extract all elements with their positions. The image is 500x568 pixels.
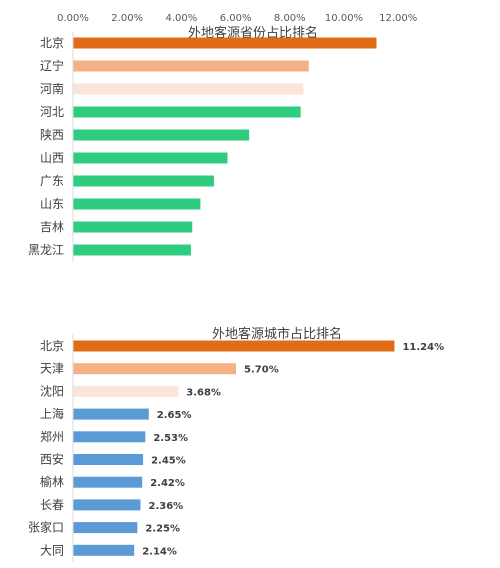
category-label: 辽宁: [40, 58, 64, 73]
data-label: 2.36%: [148, 501, 183, 512]
data-label: 2.45%: [151, 456, 186, 467]
bar: [73, 37, 377, 49]
x-tick-label: 2.00%: [111, 13, 143, 24]
category-label: 上海: [40, 406, 64, 421]
x-tick-label: 8.00%: [274, 13, 306, 24]
bar: [73, 408, 149, 420]
data-label: 2.65%: [157, 410, 192, 421]
x-tick-label: 4.00%: [166, 13, 198, 24]
city-bar-plot: 北京 11.24% 天津 5.70% 沈阳 3.68% 上海 2.65% 郑州 2.53% 西安 2.…: [28, 334, 444, 562]
category-label: 陕西: [40, 127, 64, 142]
category-label: 郑州: [40, 429, 64, 444]
bar: [73, 522, 138, 534]
category-label: 北京: [40, 36, 64, 50]
data-label: 2.42%: [150, 478, 185, 489]
city-chart-title: 外地客源城市占比排名: [212, 327, 343, 342]
category-label: 西安: [40, 452, 64, 467]
category-label: 大同: [40, 543, 64, 557]
bar: [73, 221, 193, 233]
x-tick-label: 12.00%: [379, 13, 417, 24]
bar: [73, 454, 144, 465]
category-label: 吉林: [40, 220, 64, 234]
category-label: 沈阳: [40, 383, 64, 398]
bar: [73, 83, 304, 95]
bar: [73, 152, 228, 164]
data-label: 5.70%: [244, 365, 279, 376]
bar: [73, 385, 179, 397]
category-label: 广东: [40, 174, 64, 188]
province-chart-title: 外地客源省份占比排名: [188, 26, 319, 41]
bar: [73, 340, 395, 352]
category-label: 长春: [40, 498, 64, 512]
bar: [73, 60, 309, 72]
category-label: 天津: [40, 362, 64, 376]
data-label: 2.14%: [142, 546, 177, 557]
city-ranking-chart: 外地客源城市占比排名 北京 11.24% 天津 5.70% 沈阳 3.68% 上海 2.65%…: [0, 315, 500, 568]
x-tick-label: 10.00%: [325, 13, 363, 24]
province-bar-plot: 0.00% 2.00% 4.00% 6.00% 8.00% 10.00% 12.00% 北京辽…: [28, 13, 417, 262]
bar: [73, 198, 201, 210]
data-label: 2.25%: [145, 524, 180, 535]
category-label: 河北: [40, 105, 64, 119]
category-label: 北京: [40, 339, 64, 353]
category-label: 山西: [40, 151, 64, 165]
bar: [73, 499, 141, 511]
data-label: 11.24%: [402, 342, 444, 353]
bar: [73, 244, 191, 256]
x-tick-label: 6.00%: [220, 13, 252, 24]
x-tick-label: 0.00%: [57, 13, 89, 24]
category-label: 山东: [40, 197, 64, 211]
data-label: 2.53%: [153, 433, 188, 444]
bar: [73, 129, 250, 141]
category-label: 张家口: [28, 520, 64, 535]
category-label: 榆林: [40, 474, 64, 489]
category-label: 河南: [40, 81, 64, 96]
bar: [73, 431, 146, 443]
category-label: 黑龙江: [28, 243, 64, 257]
bar: [73, 476, 143, 488]
bar: [73, 544, 135, 556]
data-label: 3.68%: [186, 387, 221, 398]
bar: [73, 175, 214, 187]
bar: [73, 363, 237, 375]
province-ranking-chart: 外地客源省份占比排名 0.00% 2.00% 4.00% 6.00% 8.00% 10.0…: [0, 0, 500, 280]
bar: [73, 106, 301, 118]
